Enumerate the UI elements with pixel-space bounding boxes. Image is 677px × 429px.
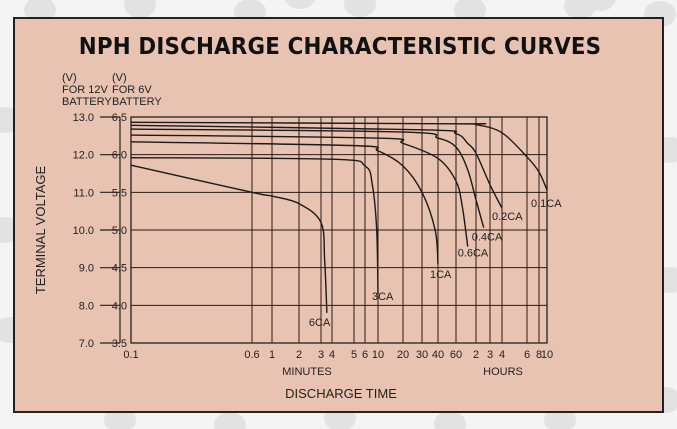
- x-tick-label: 40: [432, 349, 444, 361]
- y-axis-label: TERMINAL VOLTAGE: [33, 166, 48, 295]
- y-tick-label-12v: 8.0: [79, 300, 94, 312]
- x-axis-label: DISCHARGE TIME: [285, 386, 397, 401]
- y-left-header: (V): [62, 72, 77, 84]
- x-unit-label-hours: HOURS: [483, 366, 523, 378]
- y-tick-label-6v: 4.5: [112, 263, 127, 275]
- background-dot: [284, 0, 316, 9]
- y-tick-label-6v: 6.5: [112, 112, 127, 124]
- y-tick-label-6v: 6.0: [112, 150, 127, 162]
- curve-0_1CA: [130, 121, 548, 191]
- background-dot: [214, 412, 246, 429]
- curve-label: 0.4CA: [472, 232, 503, 244]
- y-tick-label-12v: 10.0: [73, 225, 94, 237]
- curve-0_2CA: [130, 124, 503, 209]
- y-left-header: FOR 12V: [62, 84, 109, 96]
- y-left-header: BATTERY: [62, 96, 112, 108]
- x-unit-label-minutes: MINUTES: [282, 366, 332, 378]
- x-tick-label: 2: [473, 349, 479, 361]
- x-tick-label: 30: [416, 349, 428, 361]
- y-tick-label-12v: 9.0: [79, 263, 94, 275]
- background-dot: [344, 0, 376, 17]
- chart-frame: [13, 17, 664, 413]
- x-tick-label: 10: [372, 349, 384, 361]
- curve-0_4CA: [130, 128, 485, 228]
- x-tick-label: 8: [536, 349, 542, 361]
- x-tick-label: 4: [499, 349, 505, 361]
- y-tick-label-12v: 12.0: [73, 150, 94, 162]
- y-right-header: FOR 6V: [112, 84, 152, 96]
- x-tick-label: 6: [362, 349, 368, 361]
- plot-border: [130, 116, 548, 344]
- curve-0_6CA: [130, 134, 469, 247]
- background-dot: [124, 0, 156, 18]
- curve-label: 0.2CA: [492, 211, 523, 223]
- x-tick-label: 6: [524, 349, 530, 361]
- background-dot: [434, 411, 466, 429]
- background-dot: [584, 0, 616, 11]
- curve-label: 1CA: [430, 269, 452, 281]
- curve-1CA: [130, 141, 439, 264]
- x-tick-label: 20: [397, 349, 409, 361]
- x-tick-label: 1: [269, 349, 275, 361]
- y-tick-label-6v: 3.5: [112, 338, 127, 350]
- curve-6CA: [130, 164, 328, 313]
- curve-3CA: [130, 156, 379, 295]
- y-tick-label-12v: 13.0: [73, 112, 94, 124]
- y-tick-label-6v: 5.5: [112, 187, 127, 199]
- x-tick-label: 5: [351, 349, 357, 361]
- y-tick-label-6v: 5.0: [112, 225, 127, 237]
- x-tick-label: 3: [487, 349, 493, 361]
- curve-label: 6CA: [309, 317, 331, 329]
- x-tick-label: 4: [329, 349, 335, 361]
- x-tick-label: 2: [296, 349, 302, 361]
- x-tick-label: 0.1: [123, 349, 138, 361]
- y-tick-label-12v: 7.0: [79, 338, 94, 350]
- curve-label: 0.1CA: [531, 198, 562, 210]
- y-tick-label-12v: 11.0: [73, 187, 94, 199]
- y-tick-label-6v: 4.0: [112, 300, 127, 312]
- x-tick-label: 3: [318, 349, 324, 361]
- curve-label: 0.6CA: [458, 248, 489, 260]
- chart-title: NPH DISCHARGE CHARACTERISTIC CURVES: [78, 34, 602, 60]
- x-tick-label: 0.6: [244, 349, 259, 361]
- y-right-header: BATTERY: [112, 96, 162, 108]
- x-tick-label: 10: [541, 349, 553, 361]
- x-tick-label: 60: [450, 349, 462, 361]
- y-right-header: (V): [112, 72, 127, 84]
- curve-label: 3CA: [372, 291, 394, 303]
